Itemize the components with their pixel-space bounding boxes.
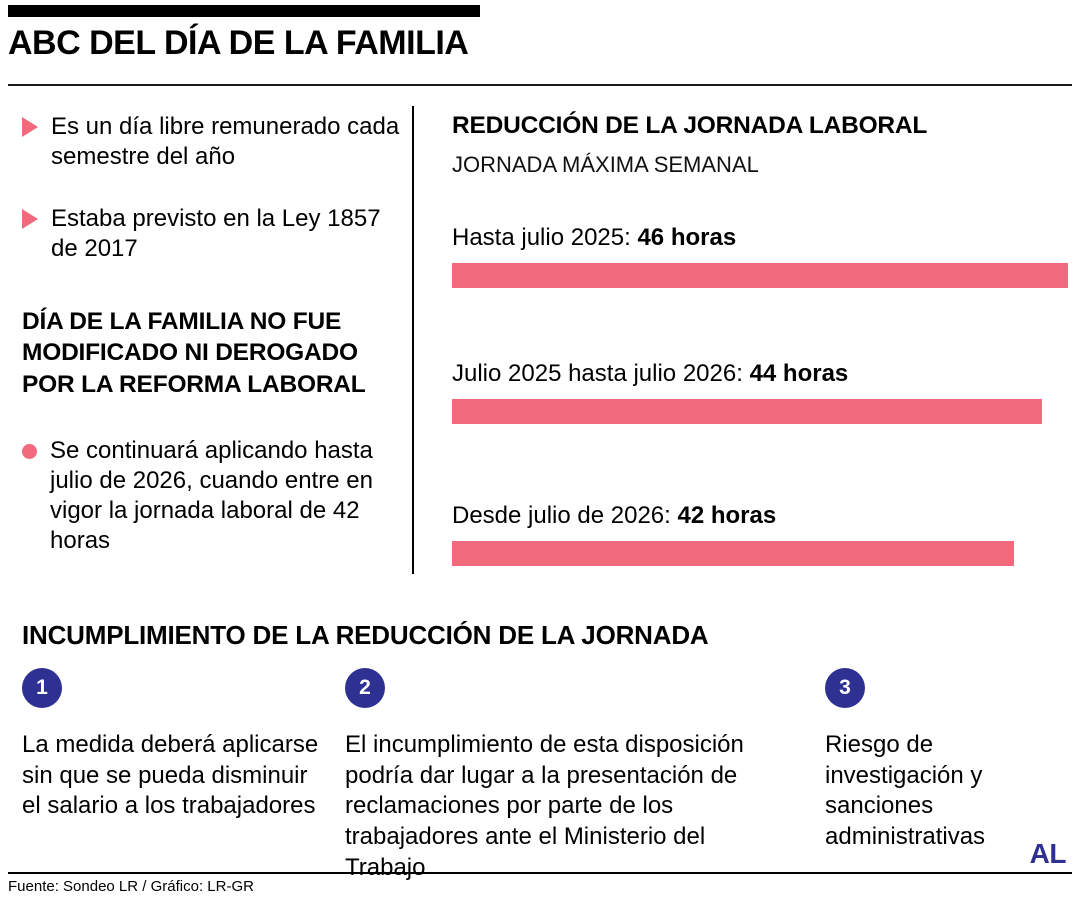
bar-value: 44 horas xyxy=(749,360,849,387)
step-text: Riesgo de investigación y sanciones admi… xyxy=(825,731,986,851)
source-credit: Fuente: Sondeo LR / Gráfico: LR-GR xyxy=(8,878,254,895)
triangle-bullet-icon xyxy=(22,117,38,137)
left-heading: DÍA DE LA FAMILIA NO FUE MODIFICADO NI D… xyxy=(22,308,366,398)
bar-label: Hasta julio 2025: 46 horas xyxy=(452,224,1068,252)
section-heading: INCUMPLIMIENTO DE LA REDUCCIÓN DE LA JOR… xyxy=(22,620,709,650)
bar-label-text: Desde julio de 2026: xyxy=(452,502,671,529)
step-text: El incumplimiento de esta disposición po… xyxy=(345,731,744,881)
step-item: 3 Riesgo de investigación y sanciones ad… xyxy=(825,668,1045,853)
bullet-item: Estaba previsto en la Ley 1857 de 2017 xyxy=(22,204,404,264)
jornada-bar xyxy=(452,399,1042,424)
chart-section: REDUCCIÓN DE LA JORNADA LABORAL JORNADA … xyxy=(452,112,1068,566)
note-item: Se continuará aplicando hasta julio de 2… xyxy=(22,436,404,556)
bar-group: Desde julio de 2026: 42 horas xyxy=(452,502,1068,566)
jornada-bar xyxy=(452,263,1068,288)
bar-label: Julio 2025 hasta julio 2026: 44 horas xyxy=(452,360,1068,388)
step-item: 1 La medida deberá aplicarse sin que se … xyxy=(22,668,322,822)
step-text: La medida deberá aplicarse sin que se pu… xyxy=(22,731,319,820)
bar-label: Desde julio de 2026: 42 horas xyxy=(452,502,1068,530)
bar-group: Julio 2025 hasta julio 2026: 44 horas xyxy=(452,360,1068,424)
chart-title: REDUCCIÓN DE LA JORNADA LABORAL xyxy=(452,112,928,139)
footer-divider xyxy=(8,872,1072,874)
jornada-bar xyxy=(452,541,1015,566)
note-text: Se continuará aplicando hasta julio de 2… xyxy=(50,437,373,555)
bar-label-text: Julio 2025 hasta julio 2026: xyxy=(452,360,743,387)
step-number-badge: 2 xyxy=(345,668,385,708)
triangle-bullet-icon xyxy=(22,209,38,229)
bar-group: Hasta julio 2025: 46 horas xyxy=(452,224,1068,288)
vertical-divider xyxy=(412,106,414,574)
page-title: ABC DEL DÍA DE LA FAMILIA xyxy=(8,24,469,62)
bar-value: 46 horas xyxy=(637,224,737,251)
step-item: 2 El incumplimiento de esta disposición … xyxy=(345,668,785,884)
step-number-badge: 3 xyxy=(825,668,865,708)
bar-label-text: Hasta julio 2025: xyxy=(452,224,631,251)
left-column: Es un día libre remunerado cada semestre… xyxy=(22,112,404,556)
al-logo: AL xyxy=(1029,838,1067,869)
chart-subtitle: JORNADA MÁXIMA SEMANAL xyxy=(452,152,759,177)
title-divider xyxy=(8,84,1072,86)
bar-value: 42 horas xyxy=(677,502,777,529)
bullet-item: Es un día libre remunerado cada semestre… xyxy=(22,112,404,172)
step-number-badge: 1 xyxy=(22,668,62,708)
circle-bullet-icon xyxy=(22,444,37,460)
bullet-text: Es un día libre remunerado cada semestre… xyxy=(51,113,400,170)
bullet-text: Estaba previsto en la Ley 1857 de 2017 xyxy=(51,205,381,262)
top-accent-bar xyxy=(8,5,480,17)
